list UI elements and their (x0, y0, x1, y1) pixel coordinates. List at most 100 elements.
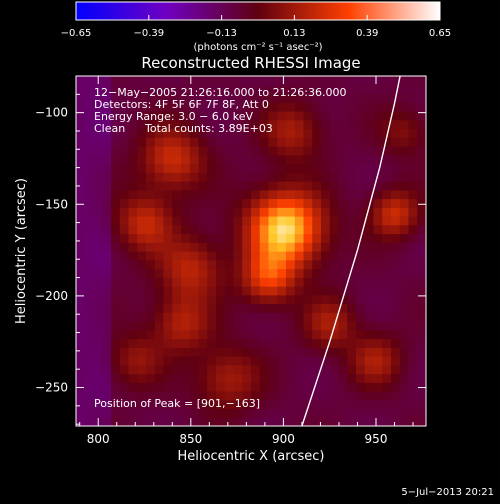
heatmap-cell (277, 321, 287, 331)
heatmap-cell (329, 93, 340, 103)
heatmap-cell (102, 329, 112, 340)
heatmap-cell (216, 321, 226, 331)
heatmap-cell (329, 364, 340, 375)
heatmap-cell (268, 408, 278, 418)
heatmap-cell (181, 137, 191, 147)
heatmap-cell (347, 154, 357, 165)
heatmap-cell (373, 268, 383, 278)
heatmap-cell (216, 111, 226, 121)
heatmap-cell (224, 312, 235, 322)
heatmap-cell (207, 268, 217, 278)
heatmap-cell (399, 93, 410, 103)
heatmap-cell (76, 391, 86, 401)
heatmap-cell (102, 216, 112, 226)
heatmap-cell (84, 408, 95, 418)
heatmap-cell (364, 93, 375, 103)
heatmap-cell (329, 111, 340, 121)
heatmap-cell (321, 207, 331, 217)
heatmap-cell (128, 417, 138, 426)
heatmap-cell (277, 373, 287, 383)
heatmap-cell (181, 417, 191, 426)
heatmap-cell (111, 93, 121, 103)
heatmap-cell (408, 181, 418, 191)
heatmap-cell (347, 382, 357, 392)
heatmap-cell (146, 356, 156, 366)
heatmap-cell (303, 277, 313, 287)
heatmap-cell (259, 154, 270, 165)
heatmap-cell (303, 364, 313, 375)
heatmap-cell (303, 76, 313, 86)
heatmap-cell (329, 207, 340, 217)
heatmap-cell (321, 382, 331, 392)
heatmap-cell (251, 154, 261, 165)
heatmap-cell (356, 207, 366, 217)
heatmap-cell (391, 286, 401, 296)
heatmap-cell (233, 93, 243, 103)
heatmap-cell (146, 364, 156, 375)
heatmap-cell (382, 189, 392, 200)
heatmap-cell (312, 93, 322, 103)
heatmap-cell (207, 312, 217, 322)
heatmap-cell (198, 259, 208, 270)
heatmap-cell (312, 312, 322, 322)
heatmap-cell (364, 216, 375, 226)
heatmap-cell (286, 338, 296, 348)
heatmap-cell (242, 364, 252, 375)
heatmap-cell (128, 294, 138, 305)
heatmap-cell (172, 312, 182, 322)
heatmap-cell (294, 373, 305, 383)
heatmap-cell (233, 224, 243, 235)
heatmap-cell (347, 294, 357, 305)
heatmap-cell (84, 347, 95, 357)
heatmap-cell (373, 391, 383, 401)
heatmap-cell (329, 154, 340, 165)
heatmap-cell (233, 128, 243, 138)
heatmap-cell (303, 207, 313, 217)
heatmap-cell (364, 417, 375, 426)
annotation-detectors: Detectors: 4F 5F 6F 7F 8F, Att 0 (94, 98, 269, 111)
heatmap-cell (163, 119, 173, 130)
heatmap-cell (233, 347, 243, 357)
heatmap-cell (364, 373, 375, 383)
heatmap-cell (338, 356, 348, 366)
heatmap-cell (111, 102, 121, 112)
heatmap-cell (364, 259, 375, 270)
annotation-time-range: 12−May−2005 21:26:16.000 to 21:26:36.000 (94, 86, 347, 99)
heatmap-cell (111, 259, 121, 270)
heatmap-cell (76, 338, 86, 348)
heatmap-cell (216, 189, 226, 200)
heatmap-cell (338, 251, 348, 261)
heatmap-cell (338, 268, 348, 278)
heatmap-cell (76, 382, 86, 392)
heatmap-cell (303, 303, 313, 313)
heatmap-cell (84, 364, 95, 375)
heatmap-cell (251, 76, 261, 86)
heatmap-cell (338, 233, 348, 243)
heatmap-cell (84, 259, 95, 270)
heatmap-cell (119, 347, 130, 357)
heatmap-cell (259, 224, 270, 235)
heatmap-cell (417, 312, 426, 322)
heatmap-cell (391, 321, 401, 331)
heatmap-cell (224, 251, 235, 261)
heatmap-cell (417, 242, 426, 252)
heatmap-cell (268, 356, 278, 366)
heatmap-cell (417, 84, 426, 95)
heatmap-cell (111, 128, 121, 138)
heatmap-cell (172, 356, 182, 366)
heatmap-cell (321, 391, 331, 401)
heatmap-cell (111, 233, 121, 243)
heatmap-cell (303, 321, 313, 331)
heatmap-cell (233, 391, 243, 401)
heatmap-cell (286, 268, 296, 278)
heatmap-cell (277, 84, 287, 95)
heatmap-cell (216, 207, 226, 217)
heatmap-cell (277, 119, 287, 130)
heatmap-cell (277, 399, 287, 410)
heatmap-cell (294, 321, 305, 331)
heatmap-cell (119, 216, 130, 226)
heatmap-cell (251, 102, 261, 112)
heatmap-cell (321, 242, 331, 252)
heatmap-cell (312, 102, 322, 112)
heatmap-cell (172, 102, 182, 112)
